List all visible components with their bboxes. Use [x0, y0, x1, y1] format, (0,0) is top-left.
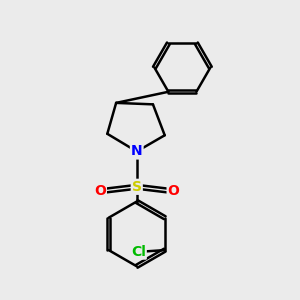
Text: O: O [94, 184, 106, 198]
Text: S: S [132, 180, 142, 194]
Text: O: O [168, 184, 179, 198]
Text: Cl: Cl [131, 244, 146, 259]
Text: N: N [131, 145, 142, 158]
